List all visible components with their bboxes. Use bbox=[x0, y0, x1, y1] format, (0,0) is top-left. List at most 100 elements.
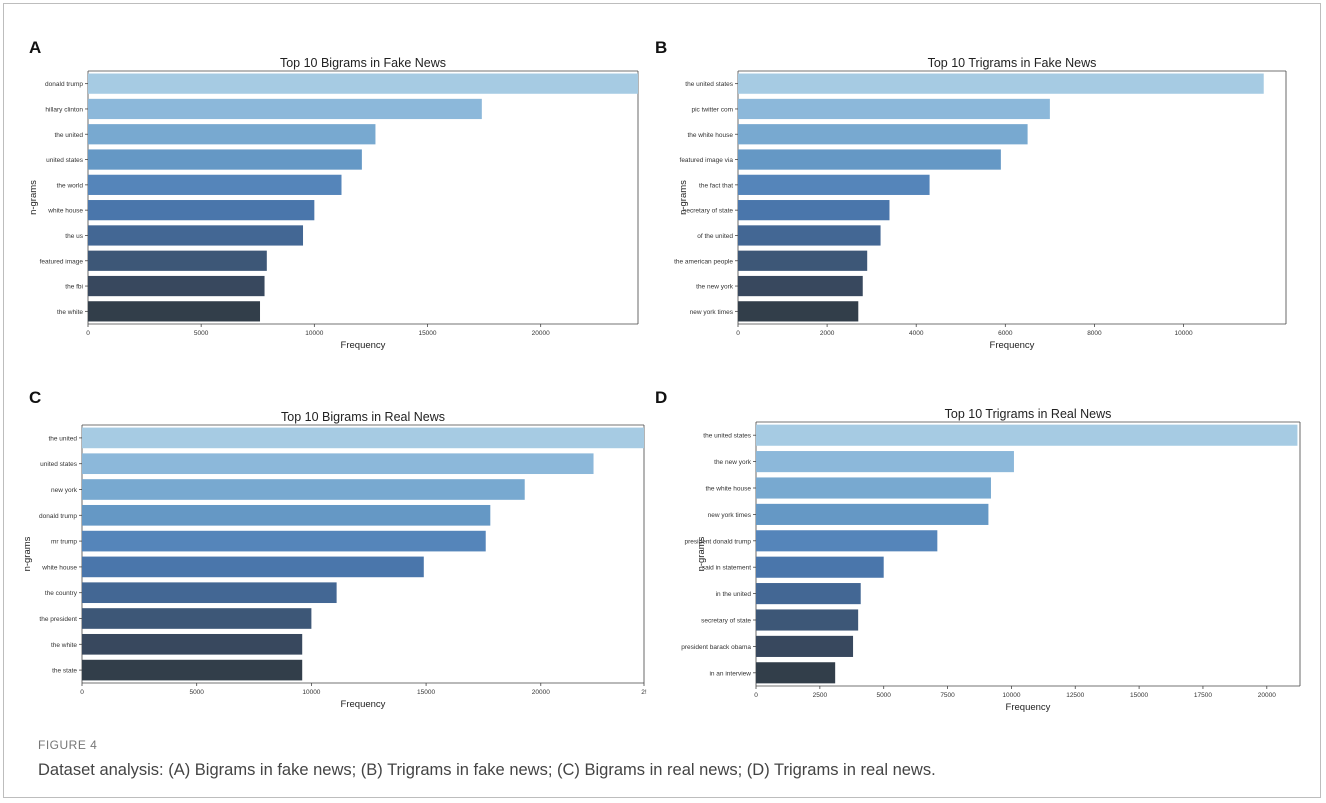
category-label: white house bbox=[41, 564, 77, 571]
bar bbox=[82, 530, 486, 552]
chart-title: Top 10 Trigrams in Real News bbox=[945, 407, 1112, 421]
x-tick-label: 10000 bbox=[1174, 330, 1192, 337]
category-label: mr trump bbox=[51, 539, 77, 546]
x-tick-label: 15000 bbox=[417, 689, 435, 696]
category-label: secretary of state bbox=[701, 618, 751, 625]
bar bbox=[82, 453, 594, 475]
bar bbox=[88, 174, 342, 195]
y-axis-label: n-grams bbox=[696, 536, 707, 571]
x-tick-label: 10000 bbox=[305, 330, 323, 337]
category-label: the united bbox=[48, 435, 77, 442]
category-label: hillary clinton bbox=[45, 106, 83, 113]
category-label: the united states bbox=[685, 81, 733, 88]
x-axis-label: Frequency bbox=[990, 340, 1035, 351]
x-tick-label: 15000 bbox=[1130, 692, 1148, 699]
bar bbox=[738, 301, 859, 322]
category-label: in the united bbox=[716, 591, 752, 598]
category-label: the president bbox=[39, 616, 77, 623]
x-tick-label: 10000 bbox=[302, 689, 320, 696]
category-label: white house bbox=[47, 208, 83, 215]
x-tick-label: 7500 bbox=[940, 692, 955, 699]
bar bbox=[756, 424, 1298, 446]
x-tick-label: 5000 bbox=[194, 330, 209, 337]
x-axis-label: Frequency bbox=[341, 340, 386, 351]
bar bbox=[88, 124, 376, 145]
category-label: the white bbox=[57, 309, 83, 316]
bar bbox=[738, 225, 881, 246]
category-label: the united bbox=[54, 132, 83, 139]
bar bbox=[738, 124, 1028, 145]
category-label: the white bbox=[51, 642, 77, 649]
category-label: the us bbox=[65, 233, 83, 240]
category-label: featured image via bbox=[680, 157, 734, 164]
bar bbox=[88, 225, 304, 246]
panel-letter-a: A bbox=[29, 38, 42, 57]
x-tick-label: 20000 bbox=[1258, 692, 1276, 699]
x-tick-label: 20000 bbox=[532, 330, 550, 337]
category-label: pic twitter com bbox=[691, 106, 733, 113]
bar bbox=[756, 477, 991, 499]
x-tick-label: 2! bbox=[641, 689, 647, 696]
panel-letter-c: C bbox=[29, 388, 42, 407]
bar bbox=[738, 98, 1050, 120]
category-label: of the united bbox=[697, 233, 733, 240]
chart-title: Top 10 Bigrams in Real News bbox=[281, 410, 445, 424]
category-label: new york times bbox=[690, 309, 734, 316]
x-tick-label: 0 bbox=[754, 692, 758, 699]
bar bbox=[756, 556, 884, 578]
x-axis-label: Frequency bbox=[1006, 702, 1051, 713]
chart-title: Top 10 Bigrams in Fake News bbox=[280, 56, 446, 70]
bar bbox=[738, 73, 1264, 94]
bar bbox=[738, 200, 890, 221]
bar bbox=[756, 451, 1014, 473]
figure-caption: Dataset analysis: (A) Bigrams in fake ne… bbox=[38, 761, 936, 779]
bar bbox=[756, 583, 861, 605]
x-tick-label: 0 bbox=[86, 330, 90, 337]
category-label: the world bbox=[57, 182, 84, 189]
panel-letter-b: B bbox=[655, 38, 668, 57]
category-label: new york bbox=[51, 487, 78, 494]
x-tick-label: 5000 bbox=[189, 689, 204, 696]
bar bbox=[82, 556, 424, 578]
category-label: the white house bbox=[687, 132, 733, 139]
category-label: donald trump bbox=[45, 81, 83, 88]
x-tick-label: 8000 bbox=[1087, 330, 1102, 337]
x-tick-label: 2500 bbox=[813, 692, 828, 699]
category-label: president donald trump bbox=[685, 538, 752, 545]
x-tick-label: 12500 bbox=[1066, 692, 1084, 699]
bar bbox=[88, 149, 362, 170]
category-label: secretary of state bbox=[683, 208, 733, 215]
category-label: the new york bbox=[714, 459, 752, 466]
figure-label: FIGURE 4 bbox=[38, 738, 98, 752]
bar bbox=[82, 633, 303, 655]
bar bbox=[756, 609, 859, 631]
category-label: the state bbox=[52, 668, 77, 675]
x-tick-label: 20000 bbox=[532, 689, 550, 696]
figure-frame bbox=[3, 3, 1321, 798]
bar bbox=[82, 427, 644, 449]
x-tick-label: 0 bbox=[736, 330, 740, 337]
category-label: in an interview bbox=[709, 670, 751, 677]
category-label: the fact that bbox=[699, 182, 733, 189]
bar bbox=[82, 608, 312, 629]
bar bbox=[88, 200, 315, 221]
x-tick-label: 4000 bbox=[909, 330, 924, 337]
x-tick-label: 6000 bbox=[998, 330, 1013, 337]
bar bbox=[756, 635, 854, 657]
category-label: united states bbox=[40, 461, 78, 468]
bar bbox=[82, 479, 525, 500]
bar bbox=[738, 149, 1001, 170]
y-axis-label: n-grams bbox=[28, 180, 39, 215]
bar bbox=[738, 275, 863, 297]
bar bbox=[756, 503, 989, 525]
category-label: donald trump bbox=[39, 513, 77, 520]
category-label: featured image bbox=[40, 258, 84, 265]
bar bbox=[82, 582, 337, 604]
category-label: said in statement bbox=[702, 565, 751, 572]
bar bbox=[88, 275, 265, 297]
x-tick-label: 15000 bbox=[418, 330, 436, 337]
